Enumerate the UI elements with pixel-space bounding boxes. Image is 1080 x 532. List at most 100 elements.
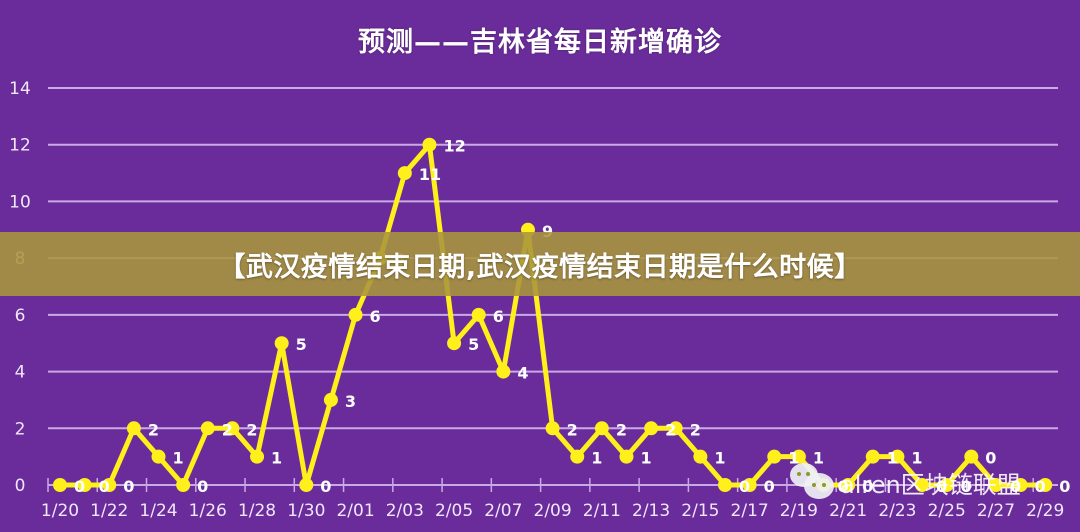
data-point (102, 478, 117, 492)
data-point (915, 478, 930, 492)
data-point (496, 364, 511, 379)
data-label: 0 (985, 449, 996, 468)
data-point (644, 421, 659, 436)
x-tick-label: 2/15 (681, 501, 719, 521)
data-label: 1 (887, 449, 898, 468)
data-label: 4 (517, 364, 528, 383)
x-tick-label: 1/26 (189, 501, 227, 521)
x-tick-label: 2/19 (780, 501, 818, 521)
wechat-icon (790, 463, 834, 501)
x-tick-label: 2/17 (731, 501, 769, 521)
data-point (791, 449, 806, 464)
data-label: 2 (690, 420, 701, 439)
y-tick-label: 4 (15, 363, 26, 383)
x-tick-label: 2/01 (336, 501, 374, 521)
y-tick-label: 10 (9, 192, 31, 212)
data-label: 0 (961, 477, 972, 496)
data-point (151, 449, 166, 464)
data-label: 6 (493, 307, 504, 326)
data-point (718, 478, 733, 492)
x-tick-label: 2/25 (928, 501, 966, 521)
data-point (422, 137, 437, 152)
data-label: 1 (271, 449, 282, 468)
x-tick-label: 2/29 (1026, 501, 1064, 521)
data-point (619, 449, 634, 464)
data-label: 0 (739, 477, 750, 496)
data-label: 0 (936, 477, 947, 496)
data-label: 1 (911, 449, 922, 468)
data-point (126, 421, 141, 436)
data-point (668, 421, 683, 436)
data-label: 2 (616, 420, 627, 439)
x-tick-label: 2/05 (435, 501, 473, 521)
data-point (250, 449, 265, 464)
data-label: 12 (443, 137, 465, 156)
watermark-text: alren区块链联盟 (840, 470, 1021, 499)
data-label: 0 (320, 477, 331, 496)
x-tick-label: 2/27 (977, 501, 1015, 521)
data-point (693, 449, 708, 464)
x-tick-label: 2/07 (484, 501, 522, 521)
data-label: 9 (542, 222, 553, 241)
x-tick-label: 2/23 (878, 501, 916, 521)
data-point (397, 166, 412, 181)
data-label: 6 (370, 307, 381, 326)
data-label: 11 (419, 165, 441, 184)
data-point (545, 421, 560, 436)
data-point (200, 421, 215, 436)
data-point (594, 421, 609, 436)
chart-title: 预测——吉林省每日新增确诊 (358, 27, 722, 58)
y-tick-label: 14 (9, 79, 31, 99)
x-tick-label: 1/24 (139, 501, 177, 521)
x-tick-label: 1/28 (238, 501, 276, 521)
data-label: 0 (74, 477, 85, 496)
data-label: 0 (1010, 477, 1021, 496)
data-label: 1 (173, 449, 184, 468)
data-point (841, 478, 856, 492)
data-label: 0 (1035, 477, 1046, 496)
data-point (865, 449, 880, 464)
y-tick-label: 6 (15, 306, 26, 326)
data-label: 2 (222, 420, 233, 439)
data-point (1038, 478, 1053, 492)
article-title-banner: 【武汉疫情结束日期,武汉疫情结束日期是什么时候】 (0, 232, 1080, 296)
data-point (323, 392, 338, 407)
data-point (77, 478, 92, 492)
x-tick-label: 1/22 (90, 501, 128, 521)
data-label: 0 (123, 477, 134, 496)
y-tick-label: 12 (9, 136, 31, 156)
data-label: 2 (148, 420, 159, 439)
y-tick-label: 2 (15, 419, 26, 439)
x-tick-label: 2/21 (829, 501, 867, 521)
data-point (570, 449, 585, 464)
data-label: 1 (640, 449, 651, 468)
data-label: 2 (246, 420, 257, 439)
data-label: 0 (764, 477, 775, 496)
data-point (447, 336, 462, 351)
x-tick-label: 2/11 (583, 501, 621, 521)
data-point (742, 478, 757, 492)
data-label: 0 (838, 477, 849, 496)
data-point (988, 478, 1003, 492)
x-tick-label: 2/09 (534, 501, 572, 521)
data-label: 1 (591, 449, 602, 468)
data-point (225, 421, 240, 436)
data-label: 3 (345, 392, 356, 411)
y-tick-label: 0 (15, 476, 26, 496)
x-tick-label: 1/30 (287, 501, 325, 521)
data-point (274, 336, 289, 351)
data-label: 5 (296, 335, 307, 354)
data-point (964, 449, 979, 464)
data-label: 2 (567, 420, 578, 439)
data-point (176, 478, 191, 492)
x-tick-label: 1/20 (41, 501, 79, 521)
data-label: 0 (1059, 477, 1070, 496)
data-point (53, 478, 67, 492)
data-label: 1 (714, 449, 725, 468)
banner-title: 【武汉疫情结束日期,武汉疫情结束日期是什么时候】 (218, 251, 862, 283)
data-label: 1 (813, 449, 824, 468)
data-label: 0 (862, 477, 873, 496)
data-label: 0 (99, 477, 110, 496)
